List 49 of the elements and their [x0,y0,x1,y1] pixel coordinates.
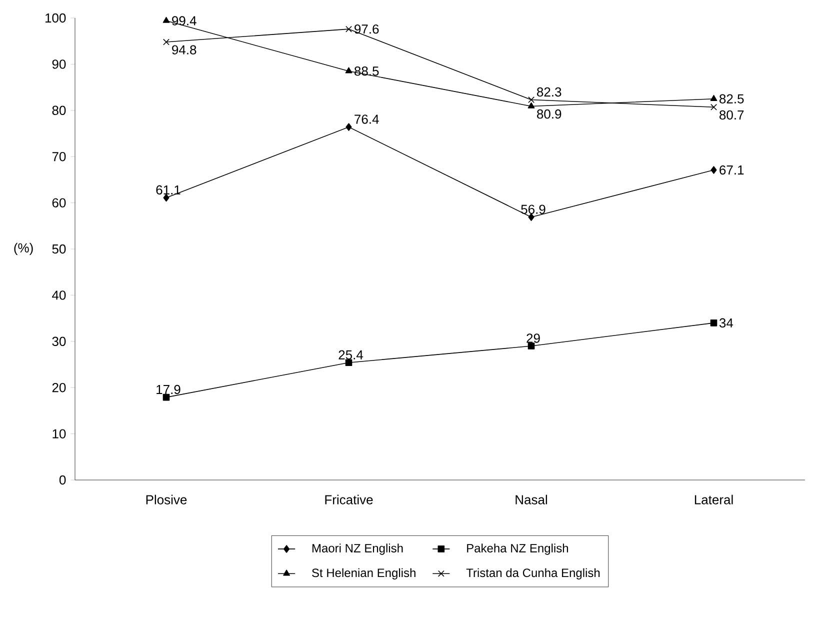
point [528,342,535,350]
data-label: 82.5 [720,94,744,104]
y-tick-label: 90 [52,60,66,69]
data-label: 82.3 [537,87,562,97]
data-label: 67.1 [720,165,744,175]
data-label: 29 [526,334,540,343]
y-tick-label: 10 [52,429,66,438]
data-label: 17.9 [156,384,180,394]
y-tick-label: 70 [52,152,66,162]
data-label: 99.4 [172,16,196,26]
point [345,67,352,74]
point [163,38,170,46]
y-tick-label: 60 [52,198,66,208]
legend-label: Pakeha NZ English [467,544,568,555]
point [710,166,717,174]
x-tick-label: Plosive [146,494,187,504]
legend-label: Maori NZ English [312,544,403,555]
y-tick-label: 30 [52,336,66,346]
y-tick-label: 0 [59,475,66,485]
data-label: 80.9 [537,109,562,119]
legend-label: Tristan da Cunha English [466,568,600,580]
y-tick-label: 40 [52,290,66,300]
legend-label: St Helenian English [312,568,416,580]
x-tick-label: Lateral [694,494,733,504]
y-axis-title: (%) [14,242,33,256]
y-tick-label: 50 [52,244,66,254]
data-label: 80.7 [720,110,744,120]
data-label: 76.4 [354,114,379,124]
y-tick-label: 80 [52,106,66,115]
point [162,16,170,23]
data-label: 56.9 [521,204,546,214]
point [710,94,718,101]
x-tick-label: Nasal [516,494,548,504]
data-label: 34 [719,318,734,328]
point [528,96,534,103]
point [710,104,717,110]
point [346,123,352,131]
point [528,102,535,108]
data-label: 94.8 [172,45,196,54]
data-label: 88.5 [354,66,379,76]
x-tick-label: Fricative [325,494,373,504]
data-label: 61.1 [156,185,180,195]
data-label: 97.6 [354,24,379,34]
data-label: 25.4 [338,350,364,360]
point [710,320,718,326]
point [346,26,352,32]
point [345,359,352,366]
y-tick-label: 20 [52,382,66,392]
y-tick-label: 100 [46,13,66,23]
